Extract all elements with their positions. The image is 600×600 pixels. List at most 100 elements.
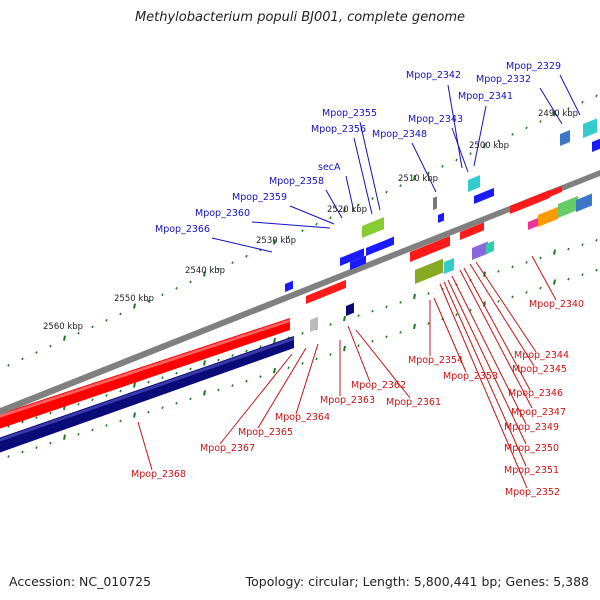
- inner-tick-ring-tick: [203, 360, 206, 366]
- inner-tick-ring-tick: [357, 314, 360, 317]
- forward-leader-line: [325, 189, 343, 219]
- innermost-tick-ring-tick: [21, 450, 24, 454]
- innermost-tick-ring-tick: [105, 424, 108, 427]
- inner-tick-ring-tick: [133, 382, 136, 388]
- kbp-label: 2540 kbp: [185, 266, 225, 276]
- inner-tick-ring-tick: [273, 338, 276, 344]
- outer-tick-ring-tick: [455, 158, 458, 162]
- reverse-leader-line: [219, 353, 293, 445]
- outer-tick-ring-tick: [385, 190, 388, 194]
- reverse-gene-label: Mpop_2367: [200, 443, 255, 454]
- reverse-gene-label: Mpop_2346: [508, 388, 563, 399]
- forward-leader-line: [411, 142, 437, 193]
- forward-gene-block: [560, 129, 570, 146]
- reverse-gene-block: [538, 206, 558, 227]
- outer-tick-ring-tick: [133, 303, 136, 309]
- gc-band-navy-highlight: [0, 337, 294, 442]
- inner-tick-ring-tick: [119, 389, 122, 393]
- reverse-gene-label: Mpop_2353: [443, 371, 498, 382]
- outer-tick-ring-tick: [441, 165, 444, 168]
- forward-leader-line: [359, 121, 381, 211]
- outer-tick-ring-tick: [497, 139, 500, 143]
- innermost-tick-ring-tick: [315, 357, 318, 361]
- reverse-gene-block: [444, 257, 454, 275]
- inner-tick-ring-tick: [217, 358, 220, 362]
- innermost-tick-ring-tick: [49, 441, 52, 445]
- forward-gene-label: Mpop_2360: [195, 208, 250, 219]
- outer-tick-ring-tick: [287, 235, 290, 239]
- reverse-gene-label: Mpop_2352: [505, 487, 560, 498]
- forward-gene-label: Mpop_2342: [406, 70, 461, 81]
- outer-tick-ring-tick: [357, 203, 360, 207]
- reverse-gene-label: Mpop_2368: [131, 469, 186, 480]
- innermost-tick-ring-tick: [595, 268, 598, 272]
- inner-tick-ring-tick: [259, 345, 262, 349]
- forward-gene-block: [350, 255, 366, 270]
- outer-tick-ring-tick: [105, 319, 108, 322]
- outer-tick-ring-tick: [21, 357, 24, 361]
- inner-tick-ring-tick: [301, 332, 304, 335]
- reverse-gene-block: [472, 241, 488, 260]
- inner-tick-ring-tick: [525, 261, 528, 264]
- kbp-label: 2490 kbp: [538, 109, 578, 119]
- outer-tick-ring-tick: [567, 107, 570, 111]
- reverse-gene-label: Mpop_2344: [514, 350, 569, 361]
- reverse-gene-block: [528, 217, 540, 230]
- forward-leader-line: [473, 105, 487, 167]
- reverse-leader-line: [295, 343, 319, 415]
- inner-tick-ring-tick: [231, 354, 234, 357]
- inner-tick-ring-tick: [427, 292, 430, 295]
- reverse-gene-block: [532, 185, 562, 204]
- inner-tick-ring-tick: [567, 247, 570, 251]
- innermost-tick-ring-tick: [133, 412, 136, 418]
- outer-tick-ring-tick: [469, 152, 472, 155]
- reverse-gene-block: [558, 195, 578, 218]
- reverse-leader-line: [355, 329, 411, 399]
- reverse-gene-label: Mpop_2364: [275, 412, 330, 423]
- inner-tick-ring-tick: [91, 398, 94, 402]
- inner-tick-ring-tick: [245, 349, 248, 353]
- forward-gene-block: [362, 217, 384, 238]
- forward-leader-line: [451, 127, 469, 173]
- forward-leader-line: [345, 175, 355, 213]
- outer-tick-ring-tick: [147, 299, 150, 303]
- innermost-tick-ring-tick: [469, 308, 472, 312]
- inner-tick-ring-tick: [343, 315, 346, 322]
- forward-gene-block: [438, 212, 444, 223]
- forward-gene-label: Mpop_2332: [476, 74, 531, 85]
- innermost-tick-ring-tick: [91, 428, 94, 432]
- innermost-tick-ring-tick: [343, 345, 346, 352]
- reverse-leader-line: [439, 283, 528, 489]
- inner-tick-ring-tick: [105, 394, 108, 397]
- outer-tick-ring-tick: [35, 351, 38, 354]
- reverse-gene-label: Mpop_2347: [511, 407, 566, 418]
- inner-tick-ring-tick: [553, 249, 556, 255]
- reverse-gene-label: Mpop_2349: [504, 422, 559, 433]
- innermost-tick-ring-tick: [357, 344, 360, 347]
- forward-gene-label: Mpop_2348: [372, 129, 427, 140]
- forward-gene-block: [474, 187, 494, 204]
- reverse-gene-block: [460, 222, 484, 240]
- reverse-gene-label: Mpop_2351: [504, 465, 559, 476]
- innermost-tick-ring-tick: [147, 410, 150, 414]
- inner-tick-ring-tick: [329, 323, 332, 326]
- innermost-tick-ring-tick: [455, 313, 458, 316]
- innermost-tick-ring-tick: [553, 279, 556, 285]
- forward-gene-label: Mpop_2355: [322, 108, 377, 119]
- forward-leader-line: [353, 137, 373, 215]
- leader-layer: [137, 74, 581, 489]
- accession-text: Accession: NC_010725: [9, 574, 152, 589]
- outer-tick-ring-tick: [91, 325, 94, 329]
- inner-tick-ring-tick: [189, 367, 192, 371]
- innermost-tick-ring-tick: [119, 419, 122, 423]
- reverse-leader-line: [433, 297, 467, 373]
- reverse-gene-block: [415, 258, 443, 284]
- outer-tick-ring-tick: [273, 239, 276, 245]
- inner-tick-ring-tick: [371, 309, 374, 313]
- reverse-gene-label: Mpop_2345: [512, 364, 567, 375]
- innermost-tick-ring-tick: [567, 277, 570, 281]
- genome-summary-text: Topology: circular; Length: 5,800,441 bp…: [245, 574, 589, 589]
- reverse-leader-line: [257, 347, 307, 429]
- kbp-label: 2530 kbp: [256, 236, 296, 246]
- gc-band-red-highlight: [0, 319, 290, 418]
